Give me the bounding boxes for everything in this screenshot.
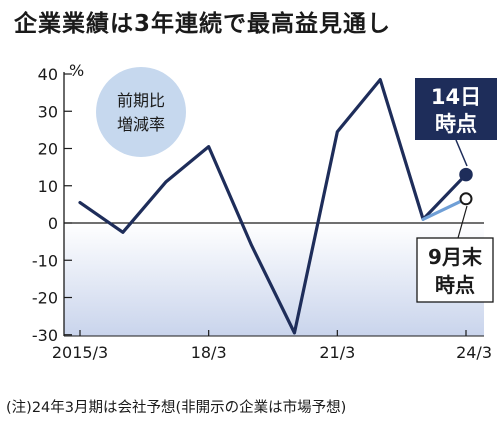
footnote: (注)24年3月期は会社予想(非開示の企業は市場予想) — [6, 400, 347, 416]
y-tick-label: 0 — [48, 214, 58, 233]
y-axis-ticks: 40 30 20 10 0 -10 -20 -30 — [32, 65, 72, 345]
marker-14th — [459, 167, 473, 182]
y-tick-label: 10 — [38, 177, 58, 196]
badge-line-1: 前期比 — [117, 91, 165, 110]
callout-14th: 14日 時点 — [415, 78, 497, 167]
y-tick-label: 40 — [38, 65, 58, 84]
y-axis-unit: % — [69, 61, 84, 80]
callout-sept-line-2: 時点 — [435, 273, 475, 297]
y-tick-label: 30 — [38, 102, 58, 121]
y-tick-label: -30 — [32, 326, 58, 345]
y-tick-label: -10 — [32, 251, 58, 270]
callout-14th-line-2: 時点 — [435, 112, 477, 136]
series-line-actual — [78, 77, 468, 335]
callout-sept-line-1: 9月末 — [428, 245, 483, 269]
callout-sept-leader — [457, 205, 468, 239]
marker-sept — [459, 192, 473, 206]
callout-sept-box — [416, 237, 494, 303]
x-tick-label: 18/3 — [191, 343, 227, 362]
callout-14th-box — [415, 78, 497, 140]
chart-title: 企業業績は3年連続で最高益見通し — [14, 11, 392, 37]
series-line-september — [421, 197, 468, 221]
series-layer — [78, 77, 473, 335]
legend-badge: 前期比 増減率 — [96, 67, 186, 157]
x-tick-label: 2015/3 — [52, 343, 108, 362]
x-axis-ticks: 2015/3 18/3 21/3 24/3 — [52, 330, 492, 362]
negative-region-shade — [64, 223, 484, 336]
badge-circle — [96, 67, 186, 157]
y-tick-label: 20 — [38, 140, 58, 159]
callout-14th-line-1: 14日 — [431, 85, 481, 109]
callout-14th-leader — [455, 139, 468, 167]
x-tick-label: 24/3 — [456, 343, 492, 362]
badge-line-2: 増減率 — [117, 115, 165, 134]
callout-sept: 9月末 時点 — [416, 205, 494, 303]
x-tick-label: 21/3 — [319, 343, 355, 362]
y-tick-label: -20 — [32, 289, 58, 308]
